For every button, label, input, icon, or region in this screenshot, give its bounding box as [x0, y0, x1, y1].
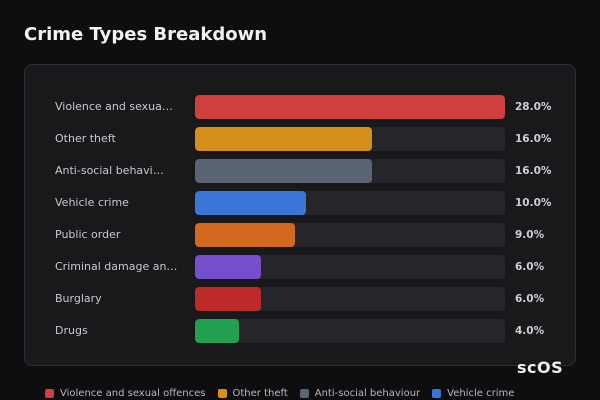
category-label: Burglary — [55, 292, 102, 305]
bar-row: Drugs 4.0% — [25, 319, 575, 343]
value-label: 16.0% — [515, 165, 552, 177]
bar-track — [195, 287, 505, 311]
legend-item: Other theft — [217, 386, 288, 400]
bar-track — [195, 95, 505, 119]
bar-row: Other theft 16.0% — [25, 127, 575, 151]
bar-row: Criminal damage an… 6.0% — [25, 255, 575, 279]
category-label: Vehicle crime — [55, 196, 129, 209]
legend-item: Violence and sexual offences — [45, 386, 206, 400]
legend-swatch — [45, 388, 54, 398]
value-label: 6.0% — [515, 261, 545, 273]
value-label: 6.0% — [515, 293, 545, 305]
legend-swatch — [432, 388, 442, 398]
bar-row: Public order 9.0% — [25, 223, 575, 247]
bar-track — [195, 223, 505, 247]
bar-row: Violence and sexua… 28.0% — [25, 95, 575, 119]
bar — [195, 159, 373, 183]
bar-track — [195, 127, 505, 151]
legend-item: Vehicle crime — [432, 386, 514, 400]
bar-track — [195, 191, 505, 215]
category-label: Public order — [55, 228, 121, 241]
bar — [195, 223, 295, 247]
bar-track — [195, 319, 505, 343]
category-label: Violence and sexua… — [55, 100, 173, 113]
value-label: 28.0% — [515, 101, 552, 113]
category-label: Drugs — [55, 324, 88, 337]
legend-item: Anti-social behaviour — [299, 386, 421, 400]
legend-label: Violence and sexual offences — [60, 387, 206, 399]
legend-label: Other theft — [232, 387, 288, 399]
bar — [195, 319, 240, 343]
category-label: Anti-social behavi… — [55, 164, 164, 177]
bar — [195, 95, 505, 119]
value-label: 16.0% — [515, 133, 552, 145]
chart-title: Crime Types Breakdown — [24, 24, 268, 45]
bar — [195, 191, 306, 215]
value-label: 10.0% — [515, 197, 552, 209]
category-label: Other theft — [55, 132, 116, 145]
legend-label: Vehicle crime — [447, 387, 515, 399]
bar-row: Vehicle crime 10.0% — [25, 191, 575, 215]
legend-label: Anti-social behaviour — [314, 387, 421, 399]
value-label: 4.0% — [515, 325, 545, 337]
legend: Violence and sexual offences Other theft A… — [45, 386, 514, 400]
legend-swatch — [217, 388, 227, 398]
bar-row: Burglary 6.0% — [25, 287, 575, 311]
category-label: Criminal damage an… — [55, 260, 178, 273]
bar-track — [195, 255, 505, 279]
bar-row: Anti-social behavi… 16.0% — [25, 159, 575, 183]
chart-card: Violence and sexua… 28.0% Other theft 16.0%… — [24, 64, 576, 366]
bar-track — [195, 159, 505, 183]
bar — [195, 255, 262, 279]
bar — [195, 127, 373, 151]
value-label: 9.0% — [515, 229, 545, 241]
bar — [195, 287, 262, 311]
legend-swatch — [299, 388, 309, 398]
watermark: scOS — [517, 358, 564, 377]
